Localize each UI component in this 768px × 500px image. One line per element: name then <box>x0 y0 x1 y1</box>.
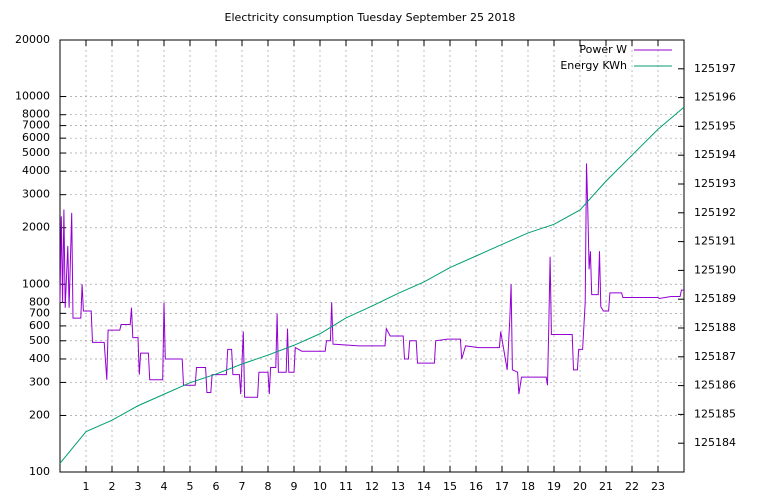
y2-tick-label: 125193 <box>694 177 736 190</box>
x-tick-label: 16 <box>469 480 483 493</box>
y2-tick-label: 125187 <box>694 350 736 363</box>
y2-tick-label: 125185 <box>694 407 736 420</box>
y-tick-label: 7000 <box>22 119 50 132</box>
y-tick-label: 300 <box>29 375 50 388</box>
x-tick-label: 8 <box>265 480 272 493</box>
x-tick-label: 9 <box>291 480 298 493</box>
y-tick-label: 8000 <box>22 108 50 121</box>
y-tick-label: 700 <box>29 306 50 319</box>
x-tick-label: 23 <box>651 480 665 493</box>
x-tick-label: 20 <box>573 480 587 493</box>
y2-tick-label: 125197 <box>694 62 736 75</box>
x-tick-label: 5 <box>187 480 194 493</box>
plot-frame <box>59 39 685 473</box>
x-tick-label: 13 <box>391 480 405 493</box>
x-tick-label: 12 <box>365 480 379 493</box>
y-tick-label: 10000 <box>15 90 50 103</box>
x-tick-label: 18 <box>521 480 535 493</box>
y-tick-label: 500 <box>29 334 50 347</box>
y-tick-label: 100 <box>29 465 50 478</box>
y2-tick-label: 125188 <box>694 321 736 334</box>
x-tick-label: 19 <box>547 480 561 493</box>
y2-tick-label: 125184 <box>694 436 736 449</box>
x-tick-label: 7 <box>239 480 246 493</box>
y2-tick-label: 125190 <box>694 263 736 276</box>
legend-label: Energy KWh <box>560 59 627 72</box>
y-tick-label: 4000 <box>22 164 50 177</box>
x-tick-label: 3 <box>135 480 142 493</box>
y-tick-label: 1000 <box>22 277 50 290</box>
y-tick-label: 200 <box>29 408 50 421</box>
y-tick-label: 20000 <box>15 33 50 46</box>
y2-tick-label: 125196 <box>694 91 736 104</box>
chart-title: Electricity consumption Tuesday Septembe… <box>225 11 516 24</box>
x-tick-label: 22 <box>625 480 639 493</box>
y-tick-label: 600 <box>29 319 50 332</box>
series-line <box>59 106 685 464</box>
x-tick-label: 1 <box>83 480 90 493</box>
x-tick-label: 17 <box>495 480 509 493</box>
y-tick-label: 6000 <box>22 131 50 144</box>
x-tick-label: 11 <box>339 480 353 493</box>
legend-label: Power W <box>579 43 627 56</box>
x-tick-label: 6 <box>213 480 220 493</box>
y-tick-label: 3000 <box>22 188 50 201</box>
y-tick-label: 2000 <box>22 221 50 234</box>
x-tick-label: 2 <box>109 480 116 493</box>
x-tick-label: 10 <box>313 480 327 493</box>
y2-tick-label: 125195 <box>694 119 736 132</box>
x-tick-label: 21 <box>599 480 613 493</box>
y-tick-label: 400 <box>29 352 50 365</box>
y-tick-label: 800 <box>29 295 50 308</box>
y2-tick-label: 125189 <box>694 292 736 305</box>
x-tick-label: 15 <box>443 480 457 493</box>
series-line <box>59 163 684 398</box>
y-tick-label: 5000 <box>22 146 50 159</box>
y2-tick-label: 125194 <box>694 148 736 161</box>
x-tick-label: 14 <box>417 480 431 493</box>
y2-tick-label: 125191 <box>694 235 736 248</box>
y2-tick-label: 125192 <box>694 206 736 219</box>
x-tick-label: 4 <box>161 480 168 493</box>
y2-tick-label: 125186 <box>694 379 736 392</box>
